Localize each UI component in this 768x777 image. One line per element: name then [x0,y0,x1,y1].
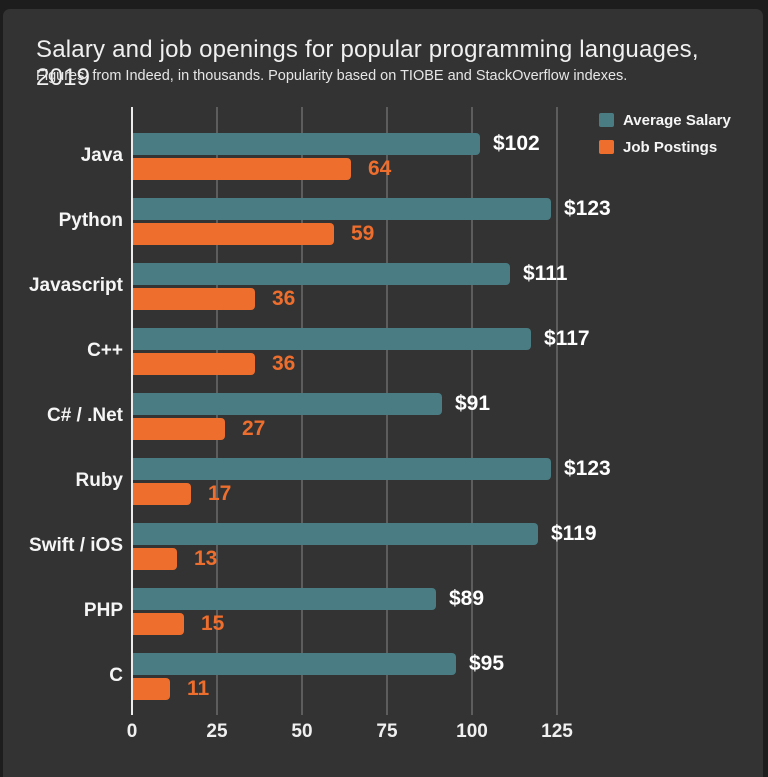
category-label-c-net: C# / .Net [46,405,123,426]
job-postings-value-label: 27 [242,417,266,440]
chart-title: Salary and job openings for popular prog… [36,36,699,91]
job-postings-bar [133,288,255,310]
average-salary-bar [133,523,538,545]
x-tick-label-125: 125 [541,721,573,742]
salary-value-label: $89 [449,587,485,610]
category-label-c-: C++ [87,340,123,361]
average-salary-bar [133,133,480,155]
legend-item-average-salary: Average Salary [599,110,731,130]
legend-item-job-postings: Job Postings [599,137,731,157]
category-label-java: Java [80,145,123,166]
average-salary-bar [133,328,531,350]
salary-value-label: $123 [564,197,611,220]
x-axis-line [131,107,133,715]
salary-value-label: $91 [455,392,491,415]
legend-label: Average Salary [623,111,731,129]
x-tick-label-0: 0 [126,721,138,742]
job-postings-bar [133,418,225,440]
job-postings-bar [133,548,177,570]
legend: Average Salary Job Postings [599,110,731,164]
chart-subtitle: Figures, from Indeed, in thousands. Popu… [36,68,628,84]
category-label-c: C [109,665,123,686]
average-salary-swatch-icon [599,113,614,127]
job-postings-value-label: 17 [208,482,232,505]
job-postings-bar [133,678,170,700]
job-postings-value-label: 36 [272,352,296,375]
salary-value-label: $95 [469,652,505,675]
job-postings-value-label: 59 [351,222,375,245]
average-salary-bar [133,653,456,675]
x-tick-label-50: 50 [291,721,313,742]
job-postings-value-label: 36 [272,287,296,310]
average-salary-bar [133,458,551,480]
salary-value-label: $119 [551,522,597,545]
x-tick-label-25: 25 [206,721,228,742]
salary-value-label: $117 [544,327,590,350]
category-label-javascript: Javascript [28,275,123,296]
job-postings-value-label: 13 [194,547,218,570]
average-salary-bar [133,198,551,220]
salary-value-label: $102 [493,132,540,155]
job-postings-bar [133,613,184,635]
salary-value-label: $111 [523,262,568,285]
job-postings-swatch-icon [599,140,614,154]
average-salary-bar [133,588,436,610]
job-postings-value-label: 64 [368,157,392,180]
category-label-python: Python [58,210,123,231]
category-label-php: PHP [83,600,123,621]
gridline-125 [556,107,558,715]
job-postings-value-label: 11 [187,677,210,700]
job-postings-bar [133,483,191,505]
job-postings-bar [133,158,351,180]
category-label-ruby: Ruby [75,470,124,491]
legend-label: Job Postings [623,138,718,156]
salary-value-label: $123 [564,457,611,480]
average-salary-bar [133,263,510,285]
job-postings-value-label: 15 [201,612,225,635]
x-tick-label-75: 75 [376,721,398,742]
job-postings-bar [133,223,334,245]
category-label-swift-ios: Swift / iOS [29,535,123,556]
gridline-100 [471,107,473,715]
average-salary-bar [133,393,442,415]
x-tick-label-100: 100 [456,721,488,742]
job-postings-bar [133,353,255,375]
